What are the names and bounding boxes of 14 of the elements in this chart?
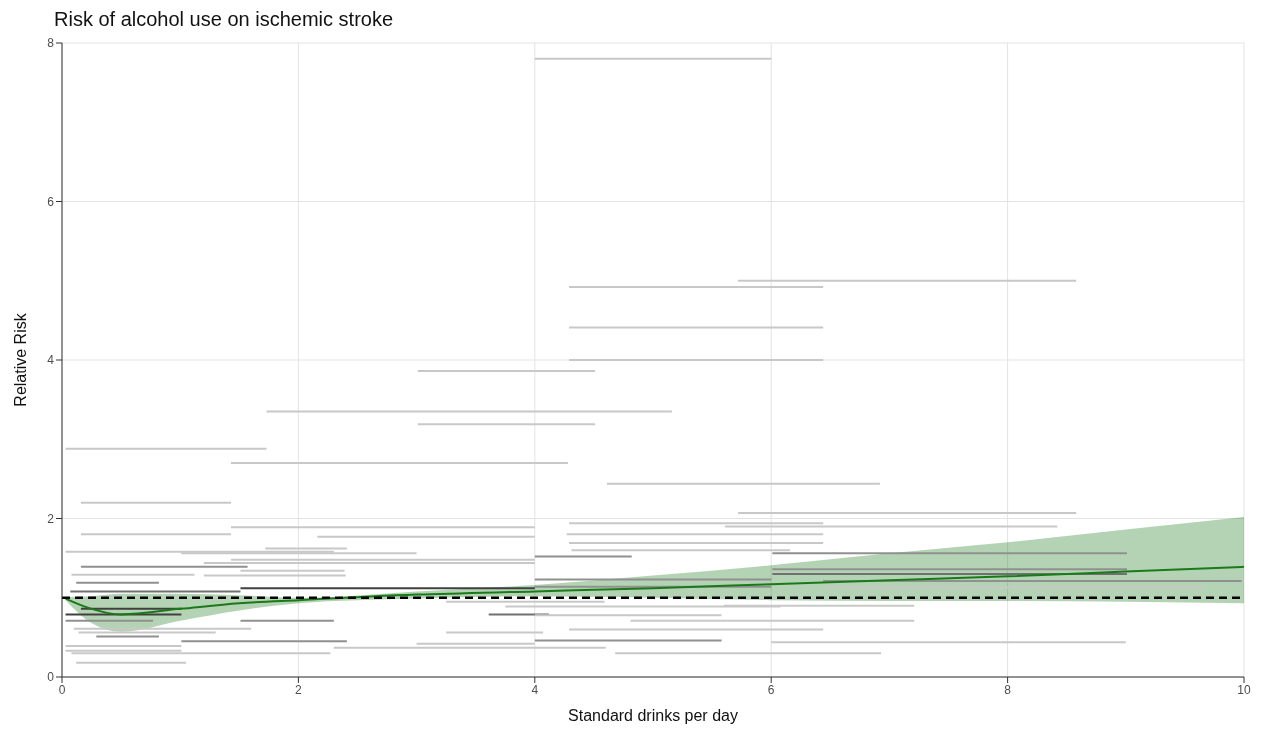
- x-tick-label: 6: [767, 682, 775, 697]
- y-tick-label: 6: [47, 194, 55, 209]
- y-tick-label: 4: [47, 353, 55, 368]
- x-tick-label: 0: [58, 682, 66, 697]
- chart-title: Risk of alcohol use on ischemic stroke: [53, 8, 395, 32]
- x-tick-label: 2: [295, 682, 303, 697]
- y-axis-title: Relative Risk: [11, 312, 29, 407]
- y-tick-label: 2: [47, 511, 55, 526]
- x-tick-label: 10: [1237, 682, 1251, 697]
- x-axis-title: Standard drinks per day: [568, 707, 738, 724]
- y-tick-label: 8: [47, 36, 55, 51]
- x-tick-label: 8: [1004, 682, 1012, 697]
- x-tick-label: 4: [531, 682, 539, 697]
- y-tick-label: 0: [47, 670, 55, 685]
